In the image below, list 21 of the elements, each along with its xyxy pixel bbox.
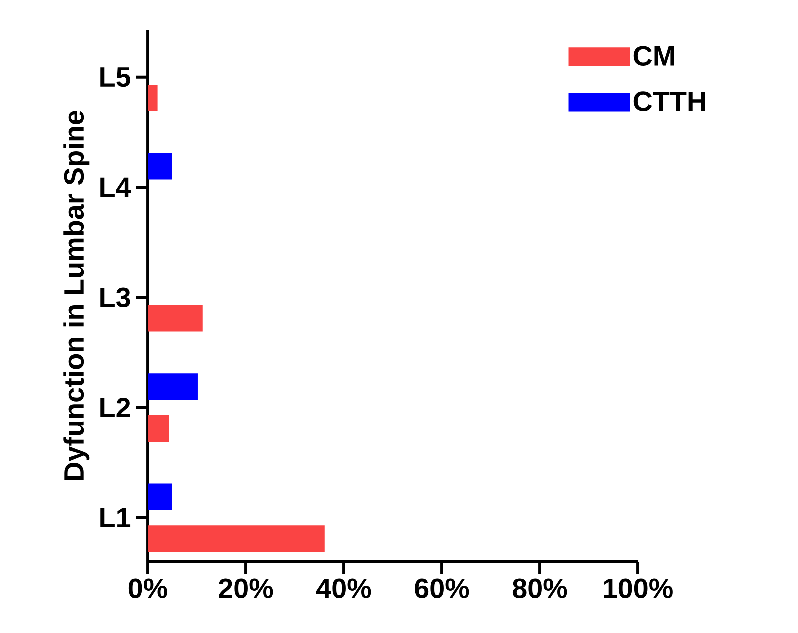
- legend-label: CTTH: [634, 92, 706, 112]
- x-tick-label: 80%: [512, 578, 568, 598]
- bar: [148, 416, 170, 442]
- y-axis-title: Dyfunction in Lumbar Spine: [64, 110, 90, 480]
- bar: [148, 85, 158, 112]
- y-tick-label: L3: [100, 288, 130, 308]
- x-tick-label: 40%: [316, 578, 372, 598]
- bar: [148, 153, 172, 180]
- x-tick-label: 20%: [219, 578, 274, 598]
- x-tick-label: 60%: [415, 578, 470, 598]
- x-tick-label: 0%: [128, 578, 168, 598]
- x-tick-label: 100%: [604, 578, 673, 598]
- y-tick-label: L4: [100, 178, 132, 198]
- y-tick-label: L2: [100, 398, 130, 418]
- bar: [148, 305, 203, 332]
- bar: [148, 374, 198, 400]
- bar: [148, 526, 325, 552]
- y-tick-label: L5: [100, 68, 131, 88]
- legend-label: CM: [634, 46, 674, 66]
- bar: [148, 484, 172, 510]
- y-tick-label: L1: [100, 508, 131, 528]
